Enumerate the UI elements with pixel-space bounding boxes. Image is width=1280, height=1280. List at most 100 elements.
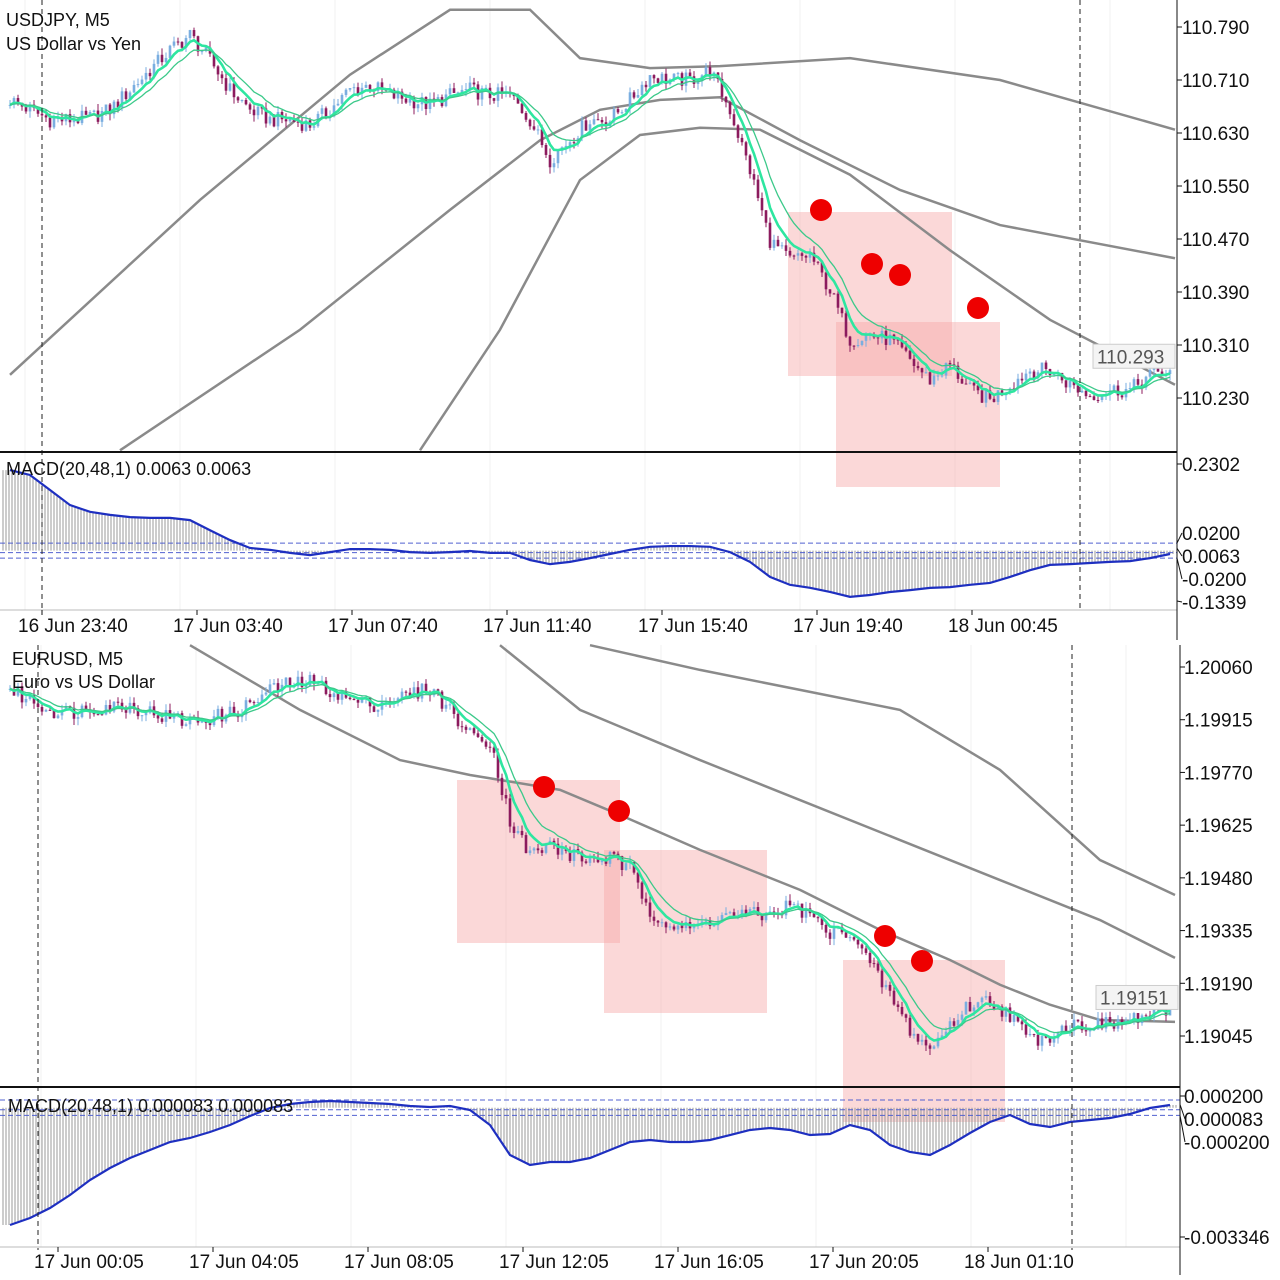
candle-bearish [1032, 1034, 1036, 1036]
candle-bullish [980, 997, 984, 1003]
candle-bullish [1068, 380, 1072, 388]
candle-bullish [172, 41, 176, 46]
candle-bearish [96, 714, 100, 716]
candle-bullish [536, 129, 540, 131]
candle-bearish [312, 674, 316, 684]
candle-bullish [120, 91, 124, 108]
candle-bearish [616, 109, 620, 113]
time-label: 17 Jun 08:05 [344, 1252, 454, 1273]
candle-bullish [648, 75, 652, 88]
candle-bullish [112, 701, 116, 712]
candle-bearish [544, 145, 548, 155]
candle-bearish [424, 683, 428, 693]
candle-bearish [768, 222, 772, 248]
candle-bullish [968, 382, 972, 384]
candle-bullish [1112, 385, 1116, 391]
candle-bearish [456, 713, 460, 727]
candle-bullish [484, 87, 488, 89]
candle-bearish [916, 1033, 920, 1042]
price-axis[interactable]: 110.790 110.710 110.630 110.550 110.470 110.3… [1092, 18, 1249, 614]
candle-bearish [1136, 379, 1140, 385]
candle-bearish [832, 293, 836, 295]
candle-bullish [260, 694, 264, 703]
candle-bearish [760, 198, 764, 211]
candle-bullish [288, 118, 292, 122]
moving-average-line [9, 49, 1171, 393]
macd-tick-mark [1176, 600, 1183, 603]
candle-bearish [852, 345, 856, 347]
candle-bearish [276, 683, 280, 692]
candle-bullish [24, 698, 28, 703]
candle-bullish [912, 1033, 916, 1036]
candle-bearish [972, 382, 976, 386]
candle-bearish [504, 795, 508, 799]
candle-bearish [108, 705, 112, 712]
candle-bearish [1160, 371, 1164, 376]
candle-bearish [156, 715, 160, 719]
candle-bearish [960, 378, 964, 384]
candle-bullish [1028, 1034, 1032, 1036]
macd-panel [0, 1099, 1180, 1227]
candle-bearish [124, 91, 128, 100]
candle-bearish [1048, 1037, 1052, 1043]
candle-bullish [996, 1006, 1000, 1009]
candle-bearish [836, 293, 840, 308]
candle-bearish [36, 107, 40, 114]
macd-tick-label: 0.000083 [1184, 1110, 1263, 1131]
candle-bullish [1028, 371, 1032, 374]
candle-bullish [1040, 362, 1044, 373]
candle-bullish [1024, 373, 1028, 381]
candle-bullish [352, 87, 356, 89]
candle-bullish [72, 120, 76, 123]
candle-bearish [232, 83, 236, 98]
candle-bullish [640, 84, 644, 95]
usdjpy-chart[interactable]: USDJPY, M5 US Dollar vs Yen MACD(20,48,1… [0, 0, 1249, 640]
candle-bearish [1072, 380, 1076, 386]
candle-bullish [832, 928, 836, 939]
time-axis[interactable]: 16 Jun 23:40 17 Jun 03:40 17 Jun 07:40 17 J… [18, 610, 1058, 637]
candle-bearish [1136, 1012, 1140, 1024]
candle-bearish [528, 119, 532, 127]
candle-bearish [488, 746, 492, 748]
moving-average-line [9, 38, 1171, 397]
candle-bullish [572, 849, 576, 861]
time-axis[interactable]: 17 Jun 00:05 17 Jun 04:05 17 Jun 08:05 17 J… [34, 1247, 1074, 1273]
candle-bullish [332, 693, 336, 698]
candle-bearish [600, 119, 604, 123]
candle-bullish [344, 89, 348, 95]
price-axis[interactable]: 1.20060 1.19915 1.19770 1.19625 1.19480 1.193… [1095, 658, 1270, 1249]
candle-bearish [596, 119, 600, 121]
candle-bullish [552, 163, 556, 168]
candle-bullish [164, 57, 168, 63]
eurusd-chart[interactable]: EURUSD, M5 Euro vs US Dollar MACD(20,48,… [0, 643, 1270, 1275]
candle-bullish [548, 840, 552, 844]
candle-bullish [696, 81, 700, 84]
candle-bearish [356, 699, 360, 703]
time-label: 17 Jun 04:05 [189, 1252, 299, 1273]
candle-bearish [740, 137, 744, 143]
macd-tick-mark [1176, 547, 1183, 557]
current-price-label: 110.293 [1097, 347, 1164, 368]
candle-bearish [816, 917, 820, 919]
candle-bullish [408, 98, 412, 103]
candle-bearish [324, 680, 328, 695]
candle-bearish [636, 872, 640, 883]
candle-bearish [108, 104, 112, 115]
candle-bearish [48, 117, 52, 128]
candle-bearish [1024, 1024, 1028, 1035]
candle-bullish [1072, 1019, 1076, 1031]
candle-bullish [152, 63, 156, 77]
candle-bearish [1080, 1021, 1084, 1031]
candle-bearish [472, 728, 476, 734]
candle-bearish [928, 372, 932, 385]
candle-bullish [984, 390, 988, 403]
candle-bullish [304, 685, 308, 688]
candle-bullish [692, 926, 696, 929]
candle-bullish [612, 109, 616, 122]
current-price-label: 1.19151 [1100, 988, 1169, 1009]
candle-bearish [1032, 371, 1036, 379]
candle-bullish [240, 100, 244, 102]
candle-bearish [908, 1017, 912, 1036]
candle-bearish [828, 289, 832, 294]
